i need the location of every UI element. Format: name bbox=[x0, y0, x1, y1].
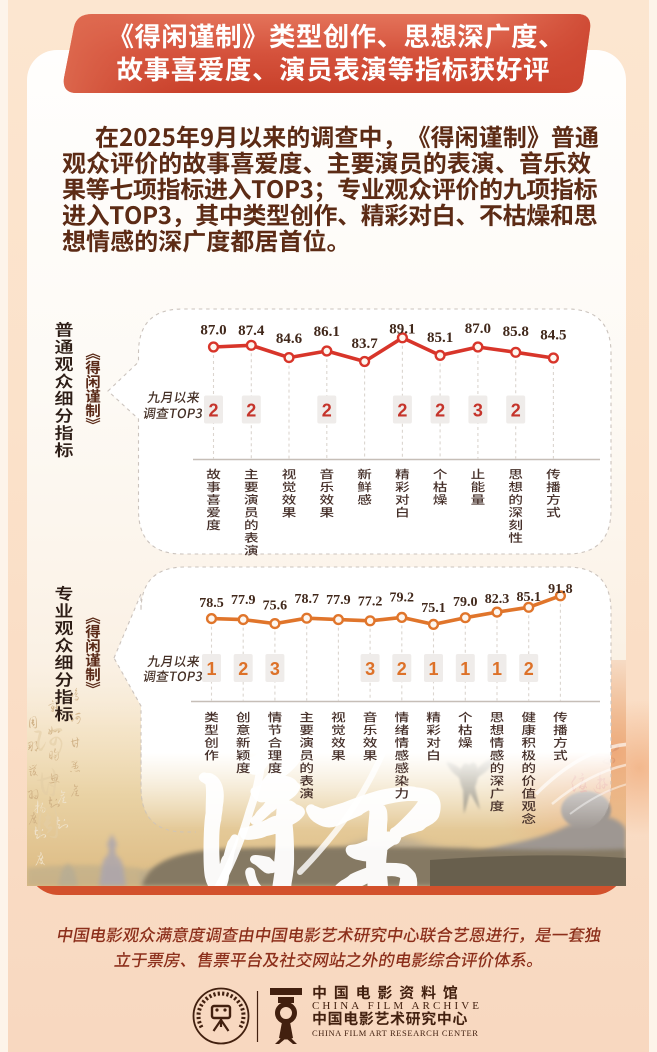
svg-text:87.0: 87.0 bbox=[200, 323, 226, 339]
svg-text:89.1: 89.1 bbox=[389, 321, 415, 337]
svg-text:85.1: 85.1 bbox=[427, 330, 453, 346]
svg-text:78.7: 78.7 bbox=[294, 592, 319, 607]
svg-text:2: 2 bbox=[246, 401, 256, 421]
svg-text:91.8: 91.8 bbox=[548, 582, 573, 597]
svg-text:87.0: 87.0 bbox=[465, 321, 491, 337]
svg-text:1: 1 bbox=[460, 659, 470, 679]
svg-text:78.5: 78.5 bbox=[199, 596, 224, 611]
svg-text:2: 2 bbox=[397, 401, 407, 421]
svg-text:2: 2 bbox=[435, 401, 445, 421]
svg-text:75.1: 75.1 bbox=[421, 601, 446, 616]
svg-text:82.3: 82.3 bbox=[485, 592, 510, 607]
svg-text:77.2: 77.2 bbox=[358, 595, 383, 610]
svg-text:75.6: 75.6 bbox=[263, 599, 288, 614]
svg-text:77.9: 77.9 bbox=[326, 593, 351, 608]
svg-text:84.5: 84.5 bbox=[540, 328, 566, 344]
svg-text:2: 2 bbox=[322, 401, 332, 421]
svg-text:2: 2 bbox=[238, 659, 248, 679]
svg-text:87.4: 87.4 bbox=[238, 323, 265, 339]
svg-text:CHINA FILM ARCHIVE: CHINA FILM ARCHIVE bbox=[312, 1000, 482, 1012]
svg-text:85.1: 85.1 bbox=[516, 590, 541, 605]
svg-text:1: 1 bbox=[492, 659, 502, 679]
svg-text:2: 2 bbox=[524, 659, 534, 679]
svg-text:86.1: 86.1 bbox=[314, 324, 340, 340]
svg-text:77.9: 77.9 bbox=[231, 593, 256, 608]
svg-text:83.7: 83.7 bbox=[351, 336, 378, 352]
svg-text:85.8: 85.8 bbox=[503, 324, 529, 340]
svg-text:1: 1 bbox=[206, 659, 216, 679]
svg-text:2: 2 bbox=[208, 401, 218, 421]
svg-text:2: 2 bbox=[511, 401, 521, 421]
svg-text:3: 3 bbox=[473, 401, 483, 421]
svg-text:84.6: 84.6 bbox=[276, 331, 303, 347]
svg-text:3: 3 bbox=[270, 659, 280, 679]
svg-text:79.0: 79.0 bbox=[453, 595, 478, 610]
svg-text:CHINA FILM ART RESEARCH CENTER: CHINA FILM ART RESEARCH CENTER bbox=[312, 1028, 479, 1038]
svg-text:2: 2 bbox=[397, 659, 407, 679]
svg-text:1: 1 bbox=[428, 659, 438, 679]
svg-text:79.2: 79.2 bbox=[390, 591, 415, 606]
svg-text:3: 3 bbox=[365, 659, 375, 679]
